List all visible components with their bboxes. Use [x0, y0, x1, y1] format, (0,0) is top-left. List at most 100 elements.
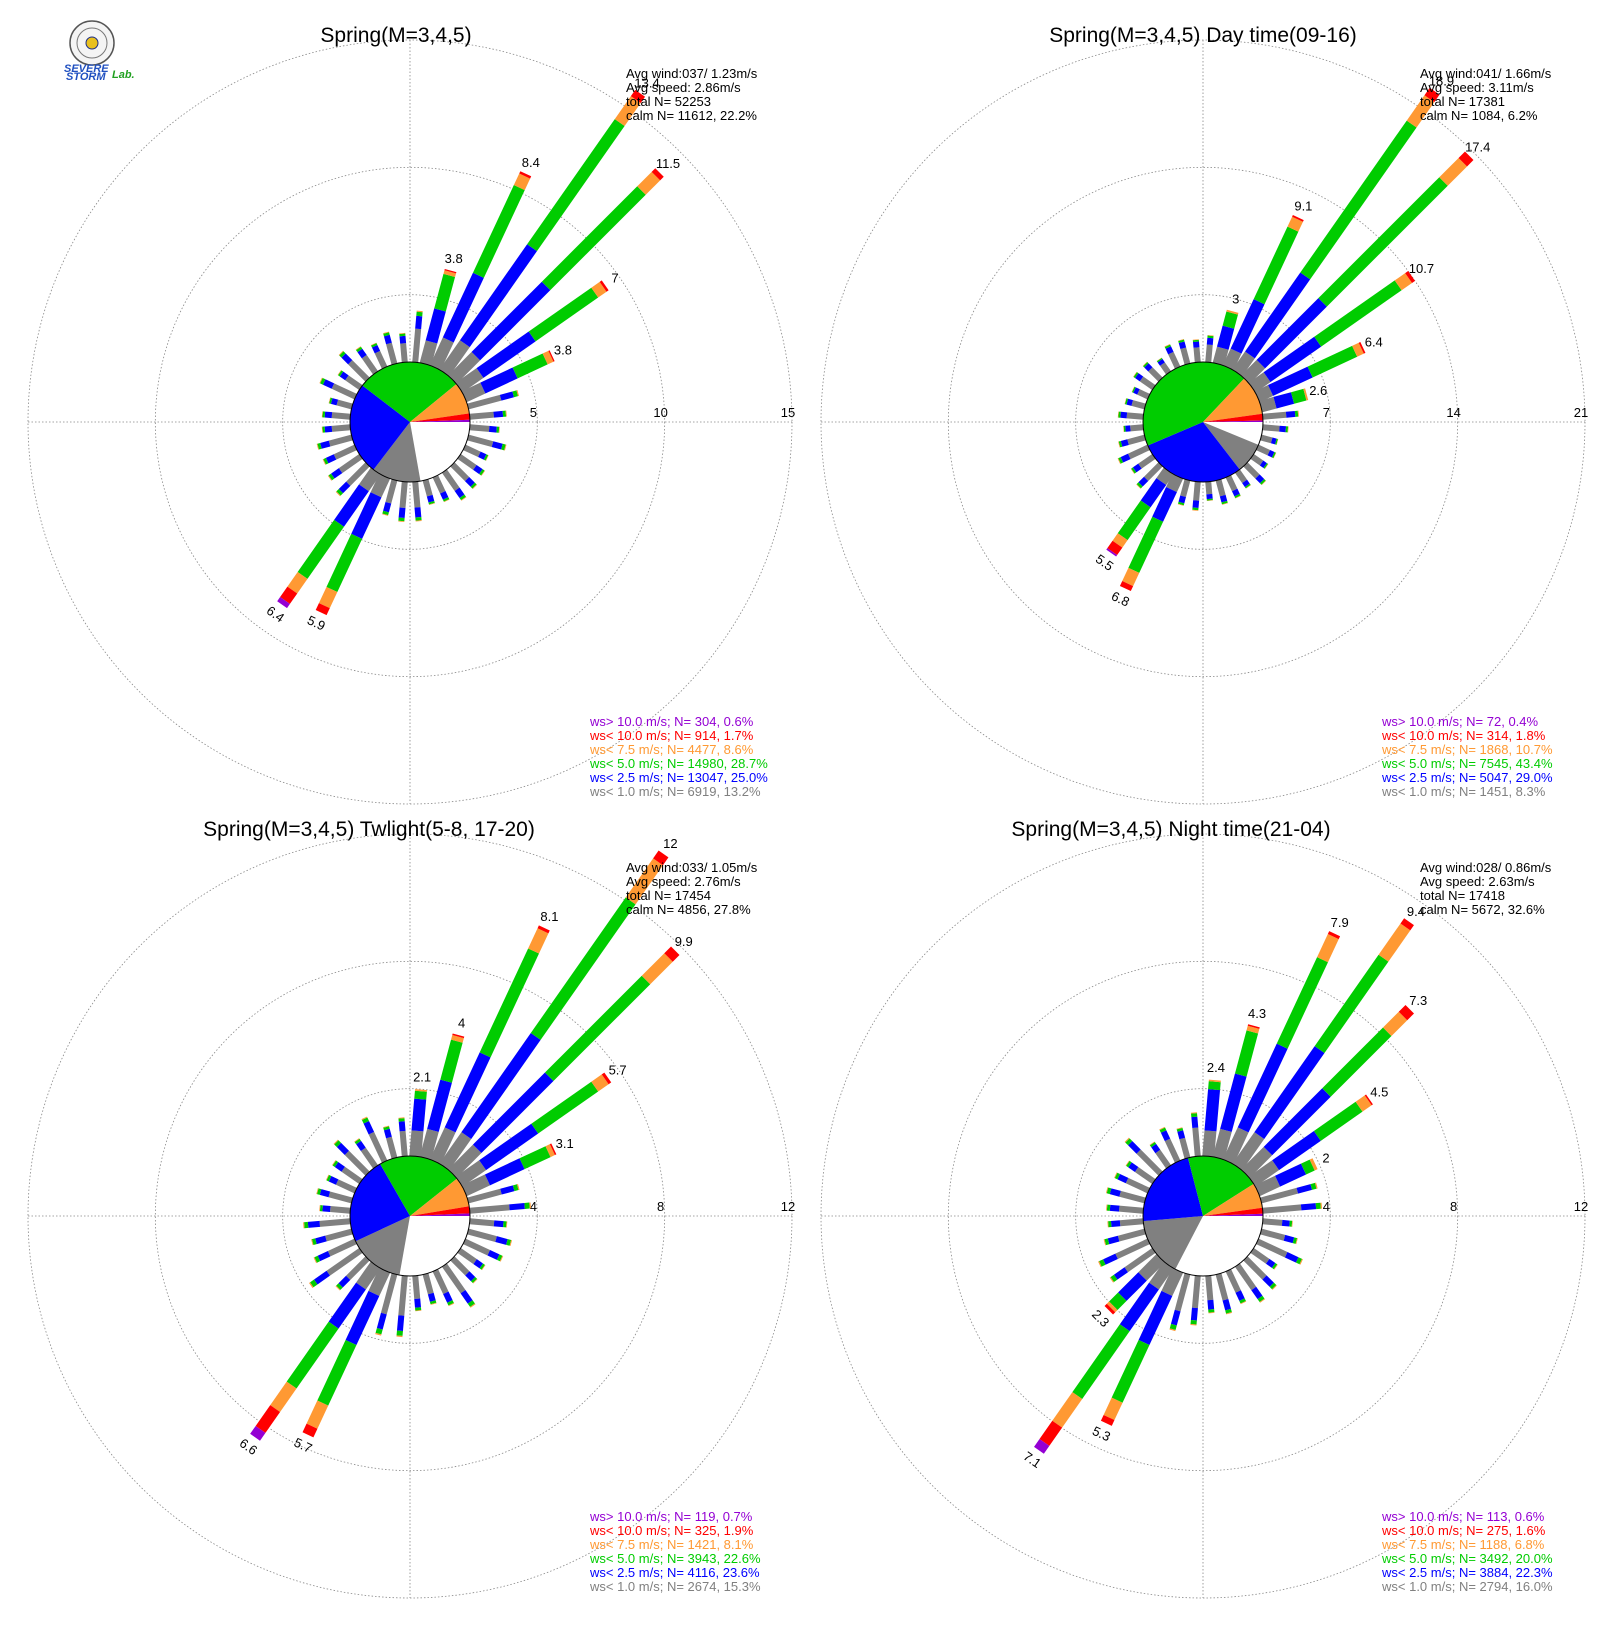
bar-segment: [1207, 335, 1214, 337]
bar-segment: [1263, 1088, 1331, 1156]
bar-segment: [1160, 1130, 1171, 1142]
info-line: Avg wind:033/ 1.05m/s: [626, 860, 758, 875]
bar-segment: [1273, 1264, 1278, 1270]
bar-segment: [398, 520, 405, 523]
bar-segment: [509, 1202, 525, 1211]
bar-segment: [1144, 363, 1153, 372]
bar-segment: [1269, 1282, 1277, 1290]
bar-segment: [386, 1136, 398, 1159]
bar-segment: [255, 1405, 281, 1433]
bar-segment: [1204, 1089, 1221, 1132]
bar-segment: [398, 1275, 408, 1316]
logo-text-severe: SEVERE: [64, 63, 109, 75]
bar-segment: [1177, 503, 1184, 506]
bar-segment: [337, 370, 342, 376]
bar-segment: [1207, 1299, 1215, 1310]
pie-slice: [349, 1163, 410, 1242]
bar-segment: [493, 1220, 504, 1228]
bar-segment: [1300, 1203, 1317, 1211]
bar-segment: [451, 1035, 464, 1043]
bar-segment: [1174, 1273, 1191, 1312]
bar-segment: [1120, 453, 1131, 463]
bar-segment: [1109, 1204, 1120, 1212]
bar-segment: [1239, 1298, 1246, 1304]
bar-segment: [324, 425, 333, 433]
bar-segment: [472, 1278, 478, 1284]
bar-segment: [322, 379, 335, 389]
bar-segment: [328, 1282, 366, 1329]
bar-segment: [422, 1273, 434, 1295]
bar-segment: [1132, 463, 1142, 473]
bar-segment: [1225, 475, 1238, 492]
ring-label: 12: [781, 1199, 795, 1214]
legend-entry: ws< 2.5 m/s; N= 4116, 23.6%: [589, 1565, 760, 1580]
legend-entry: ws< 5.0 m/s; N= 7545, 43.4%: [1381, 756, 1553, 771]
bar-segment: [472, 1072, 554, 1154]
pie-outline: [349, 1155, 471, 1277]
bar-segment: [1222, 1298, 1231, 1311]
bar-segment: [398, 507, 406, 519]
bar-segment: [287, 572, 308, 594]
bar-total-label: 9.9: [675, 934, 693, 949]
bar-segment: [1212, 1128, 1232, 1160]
bar-segment: [1259, 478, 1266, 485]
legend-entry: ws> 10.0 m/s; N= 113, 0.6%: [1381, 1509, 1545, 1524]
chart-title: Spring(M=3,4,5) Day time(09-16): [1049, 24, 1357, 47]
bar-segment: [1127, 434, 1146, 445]
bar-total-label: 7: [611, 270, 618, 285]
bar-segment: [334, 484, 369, 527]
bar-segment: [549, 1143, 557, 1156]
legend-entry: ws< 2.5 m/s; N= 5047, 29.0%: [1381, 770, 1553, 785]
bar-total-label: 10.7: [1409, 261, 1434, 276]
bar-segment: [316, 1188, 319, 1195]
ring-label: 7: [1323, 405, 1330, 420]
grid-ring: [1075, 294, 1331, 550]
pie-slice: [1203, 1183, 1263, 1216]
bar-segment: [415, 1310, 422, 1312]
bar-segment: [531, 1081, 599, 1134]
bar-segment: [1215, 1273, 1229, 1301]
bar-segment: [1292, 1237, 1298, 1244]
legend-entry: ws< 5.0 m/s; N= 14980, 28.7%: [589, 756, 768, 771]
bar-segment: [480, 367, 518, 394]
bar-segment: [1208, 1081, 1221, 1091]
bar-segment: [399, 333, 406, 337]
bar-segment: [328, 434, 353, 447]
bar-segment: [506, 1239, 512, 1246]
bar-segment: [338, 370, 344, 377]
bar-total-label: 2.6: [1309, 383, 1327, 398]
bar-segment: [429, 337, 454, 371]
bar-segment: [310, 1279, 318, 1288]
bar-segment: [313, 1257, 317, 1264]
bar-total-label: 13.4: [634, 75, 659, 90]
bar-segment: [481, 1264, 486, 1271]
bar-segment: [399, 335, 407, 344]
bar-segment: [327, 475, 332, 481]
bar-segment: [1124, 1137, 1130, 1143]
bar-segment: [1208, 1309, 1215, 1313]
bar-segment: [1131, 386, 1135, 393]
bar-segment: [470, 1303, 476, 1308]
bar-segment: [630, 89, 646, 104]
bar-segment: [1256, 1238, 1288, 1258]
bar-segment: [1220, 1073, 1247, 1132]
bar-segment: [1149, 1261, 1174, 1290]
bar-segment: [399, 332, 406, 334]
bar-segment: [1297, 410, 1299, 417]
grid-ring: [154, 960, 666, 1472]
bar-segment: [1190, 1320, 1197, 1325]
bar-segment: [1112, 533, 1128, 548]
bar-segment: [442, 272, 484, 343]
bar-segment: [1114, 1172, 1118, 1179]
bar-segment: [415, 520, 422, 522]
bar-segment: [1322, 1027, 1392, 1097]
bar-segment: [335, 1285, 341, 1291]
bar-segment: [1405, 271, 1416, 283]
bar-segment: [1254, 1175, 1281, 1197]
bar-segment: [315, 603, 330, 616]
bar-segment: [1164, 344, 1171, 349]
bar-total-label: 2.1: [413, 1070, 431, 1085]
bar-segment: [338, 1275, 351, 1288]
bar-segment: [318, 586, 338, 609]
pie-slice: [410, 1213, 470, 1216]
